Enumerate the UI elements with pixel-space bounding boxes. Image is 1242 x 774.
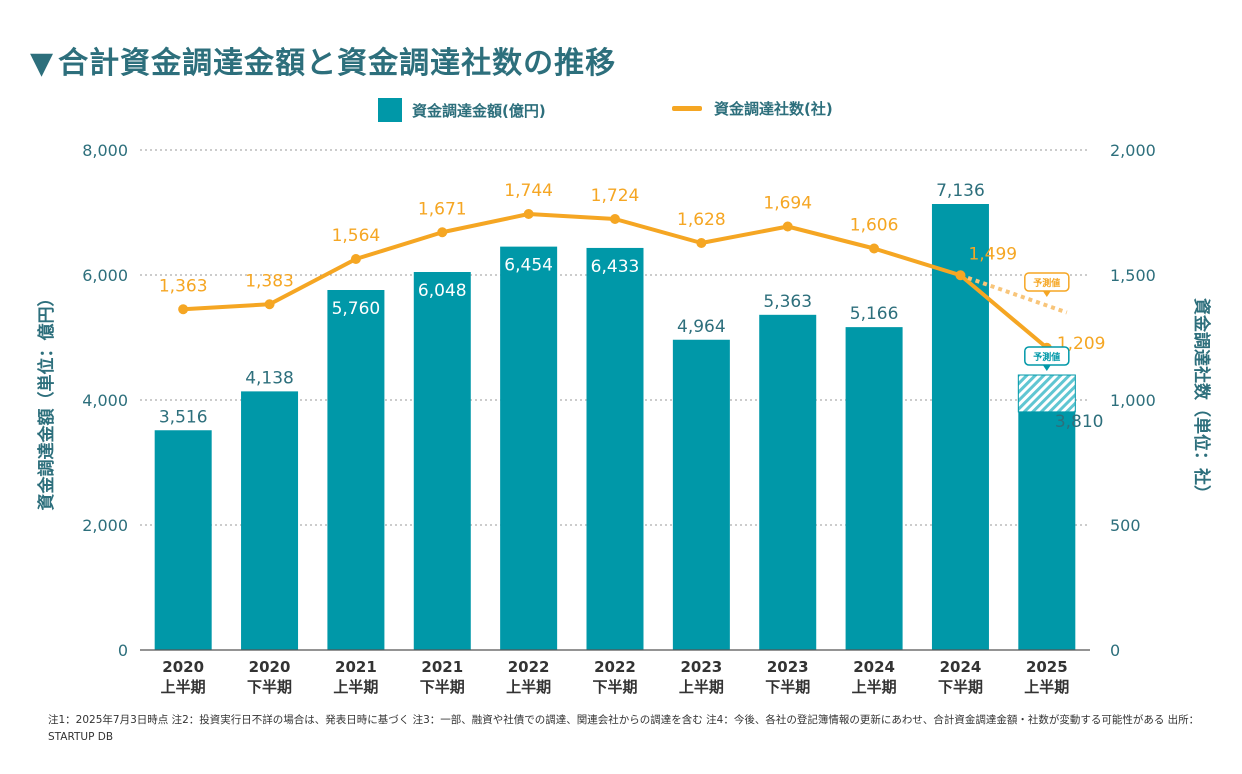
x-tick-year: 2024 [940,658,982,676]
line-value-label: 1,499 [968,244,1017,264]
forecast-badge-bar-pointer [1042,365,1051,371]
x-tick-half: 下半期 [592,678,637,696]
x-tick-year: 2025 [1026,658,1068,676]
x-tick-year: 2024 [853,658,895,676]
left-tick-label: 6,000 [82,266,128,285]
x-tick-half: 上半期 [852,678,897,696]
x-tick-half: 上半期 [679,678,724,696]
bar-value-label: 6,433 [591,257,640,277]
bar [413,272,471,650]
line-point [178,304,189,315]
x-tick-half: 上半期 [506,678,551,696]
bar [154,430,212,650]
bar [845,327,903,650]
forecast-badge-line-text: 予測値 [1033,277,1060,289]
combo-chart: 3,516 4,138 5,760 6,048 6,454 6,433 4,964 5,363… [36,141,1212,696]
right-tick-label: 1,500 [1110,266,1156,285]
right-tick-label: 1,000 [1110,391,1156,410]
x-tick-half: 上半期 [333,678,378,696]
bar [327,290,385,650]
legend: 資金調達金額(億円) 資金調達社数(社) [0,98,1242,124]
x-tick-year: 2020 [162,658,204,676]
left-tick-label: 2,000 [82,516,128,535]
line-value-label: 1,628 [677,210,726,230]
triangle-marker-icon: ▼ [30,46,55,81]
bar-value-label: 6,454 [504,256,553,276]
bar-value-label: 3,810 [1055,412,1104,432]
bar-value-label: 5,363 [763,292,812,312]
legend-line-swatch [672,106,702,111]
bar [759,314,817,650]
left-tick-label: 0 [118,641,128,660]
line-point [696,238,707,248]
line-point [523,209,534,219]
forecast-badge-line-pointer [1042,291,1051,297]
bar-value-label: 3,516 [159,407,208,427]
x-tick-year: 2022 [594,658,636,676]
line-point [782,221,793,232]
bar-value-label: 5,760 [332,299,381,319]
x-tick-half: 下半期 [765,678,810,696]
legend-bar-item: 資金調達金額(億円) [378,98,546,122]
x-tick-year: 2020 [249,658,291,676]
left-axis-title: 資金調達金額（単位：億円） [36,290,57,511]
x-tick-year: 2023 [680,658,722,676]
x-tick-half: 下半期 [938,678,983,696]
bar-value-label: 4,138 [245,368,294,388]
x-tick-year: 2021 [335,658,377,676]
line-value-label: 1,744 [504,181,553,201]
bar-forecast-segment [1017,374,1076,413]
legend-line-label: 資金調達社数(社) [714,100,833,118]
chart-title: ▼ 合計資金調達金額と資金調達社数の推移 [30,38,616,82]
bar-value-label: 6,048 [418,281,467,301]
x-tick-year: 2022 [508,658,550,676]
forecast-badge-line: 予測値 [1024,272,1070,297]
bar-value-label: 4,964 [677,317,726,337]
left-tick-label: 4,000 [82,391,128,410]
line-forecast-segment [959,273,1068,315]
right-tick-label: 0 [1110,641,1120,660]
legend-bar-label: 資金調達金額(億円) [412,101,546,120]
x-tick-year: 2023 [767,658,809,676]
line-point [869,243,880,254]
line-value-label: 1,694 [763,194,812,214]
x-tick-half: 下半期 [420,678,465,696]
line-value-label: 1,724 [591,186,640,206]
right-tick-label: 500 [1110,516,1141,535]
line-value-label: 1,564 [332,226,381,246]
bar-value-label: 7,136 [936,181,985,201]
legend-bar-swatch [378,98,402,122]
x-tick-half: 下半期 [247,678,292,696]
x-tick-year: 2021 [421,658,463,676]
bar [500,246,558,650]
legend-line-item: 資金調達社数(社) [672,98,833,119]
right-axis-title: 資金調達社数（単位：社） [1191,298,1212,502]
x-tick-half: 上半期 [1024,678,1069,696]
bar [241,391,299,650]
line-value-label: 1,671 [418,199,467,219]
chart-title-text: 合計資金調達金額と資金調達社数の推移 [58,46,617,81]
bar [586,247,644,650]
line-point [264,299,275,310]
line-point [437,227,448,238]
line-point [350,254,361,264]
bar-value-label: 5,166 [850,304,899,324]
line-value-label: 1,606 [850,216,899,236]
line-point [955,270,966,281]
bar [672,339,730,650]
bar [1018,411,1076,650]
footnote: 注1：2025年7月3日時点 注2：投資実行日不詳の場合は、発表日時に基づく 注… [48,714,1200,743]
line-value-label: 1,363 [159,276,208,296]
line-point [610,214,620,224]
forecast-badge-bar-text: 予測値 [1033,351,1060,363]
x-tick-half: 上半期 [161,678,206,696]
left-tick-label: 8,000 [82,141,128,160]
forecast-badge-bar: 予測値 [1024,346,1070,371]
right-tick-label: 2,000 [1110,141,1156,160]
line-value-label: 1,383 [245,271,294,291]
